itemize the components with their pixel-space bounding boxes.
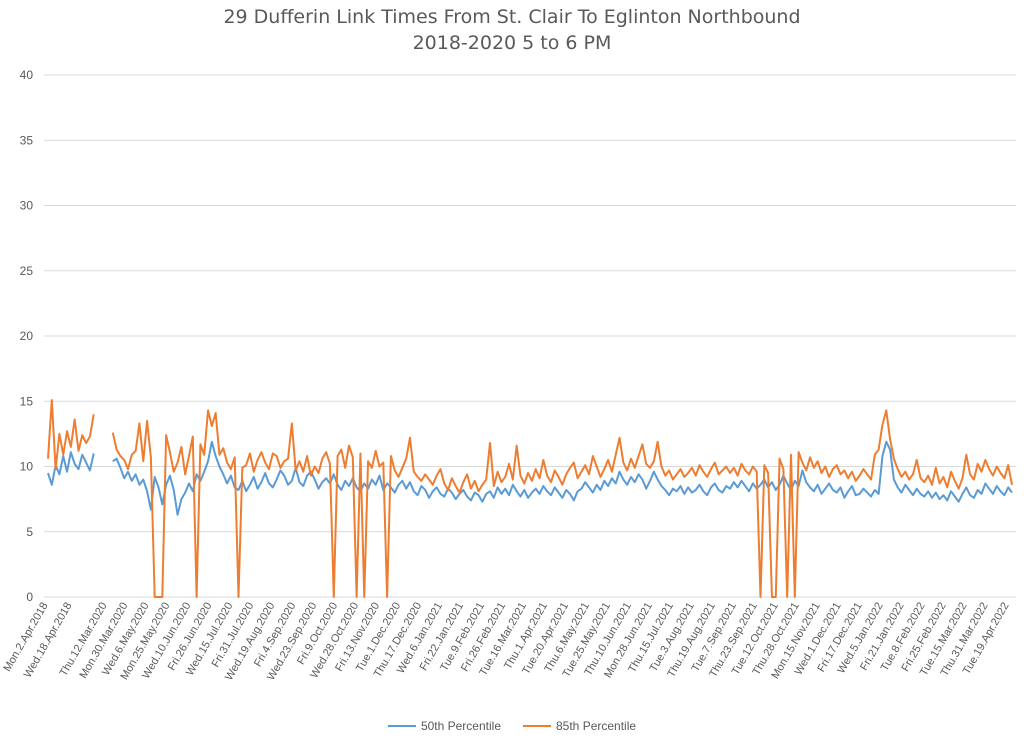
legend: 50th Percentile 85th Percentile [0,719,1024,733]
y-tick-label: 20 [20,329,34,343]
chart-subtitle: 2018-2020 5 to 6 PM [412,32,612,54]
y-tick-label: 25 [20,264,34,278]
series-lines [47,398,1013,598]
y-tick-label: 5 [26,525,33,539]
y-tick-label: 40 [20,68,34,82]
chart-title: 29 Dufferin Link Times From St. Clair To… [223,6,801,28]
y-tick-label: 10 [20,460,34,474]
y-tick-label: 15 [20,394,34,408]
y-tick-label: 30 [20,199,34,213]
y-tick-label: 35 [20,133,34,147]
y-tick-label: 0 [26,590,33,604]
series-line-85th [47,398,1013,598]
x-axis-ticks: Mon.2.Apr.2018Wed.18.Apr.2018Thu.12.Mar.… [1,601,1011,683]
legend-item-50th: 50th Percentile [387,719,501,733]
legend-label-85th: 85th Percentile [556,719,637,733]
gridlines [44,74,1016,598]
legend-swatch-85th [523,725,551,727]
legend-label-50th: 50th Percentile [420,719,501,733]
y-axis-ticks: 0 5 10 15 20 25 30 35 40 [20,68,34,604]
legend-swatch-50th [387,725,416,727]
legend-item-85th: 85th Percentile [523,719,636,733]
